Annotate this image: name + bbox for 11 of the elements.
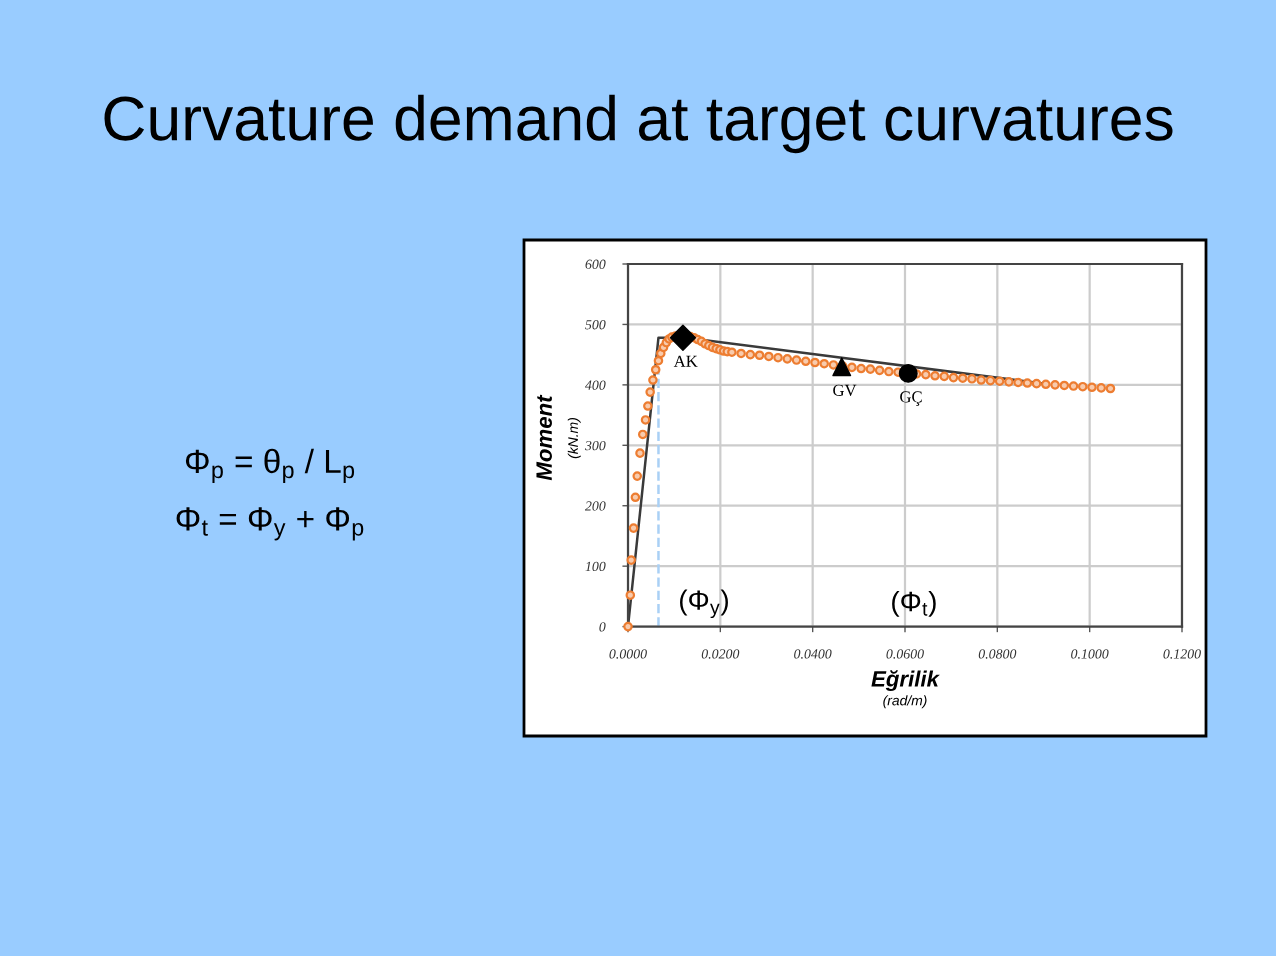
chart-title: Curvature demand at target curvatures (104, 94, 1173, 154)
point (898, 363, 918, 383)
annotation: AK (673, 355, 698, 367)
point (669, 324, 697, 351)
point (832, 357, 852, 377)
annotation: GV (833, 384, 857, 396)
text: Φ$_{t}$ = Φ$_{y}$ + Φ$_{p}$ (176, 507, 364, 541)
text: Φ$_{p}$ = θ$_{p}$ / L$_{p}$ (185, 448, 355, 483)
annotation: (Φ$_{y}$) (680, 589, 728, 619)
annotation: (Φ$_{t}$) (892, 590, 936, 617)
annotation: GÇ (900, 391, 922, 406)
